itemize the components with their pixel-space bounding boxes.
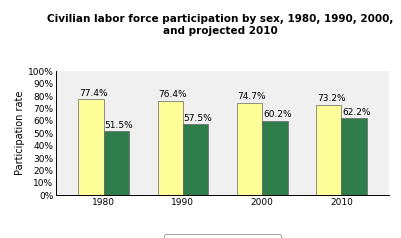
Text: 77.4%: 77.4% bbox=[79, 89, 108, 98]
Y-axis label: Participation rate: Participation rate bbox=[15, 91, 25, 175]
Legend: Men, Women: Men, Women bbox=[164, 234, 281, 238]
Text: 57.5%: 57.5% bbox=[184, 114, 213, 123]
Bar bbox=[262, 121, 288, 195]
Bar bbox=[104, 131, 129, 195]
Text: 51.5%: 51.5% bbox=[105, 121, 133, 130]
Bar bbox=[158, 101, 183, 195]
Text: 73.2%: 73.2% bbox=[317, 94, 346, 103]
Text: 62.2%: 62.2% bbox=[342, 108, 371, 117]
Bar bbox=[316, 104, 341, 195]
Bar bbox=[78, 99, 104, 195]
Bar bbox=[341, 118, 367, 195]
Text: 76.4%: 76.4% bbox=[158, 90, 187, 99]
Bar bbox=[183, 124, 208, 195]
Text: Civilian labor force participation by sex, 1980, 1990, 2000,
and projected 2010: Civilian labor force participation by se… bbox=[47, 14, 394, 36]
Bar bbox=[237, 103, 262, 195]
Text: 60.2%: 60.2% bbox=[263, 110, 292, 119]
Text: 74.7%: 74.7% bbox=[238, 92, 266, 101]
